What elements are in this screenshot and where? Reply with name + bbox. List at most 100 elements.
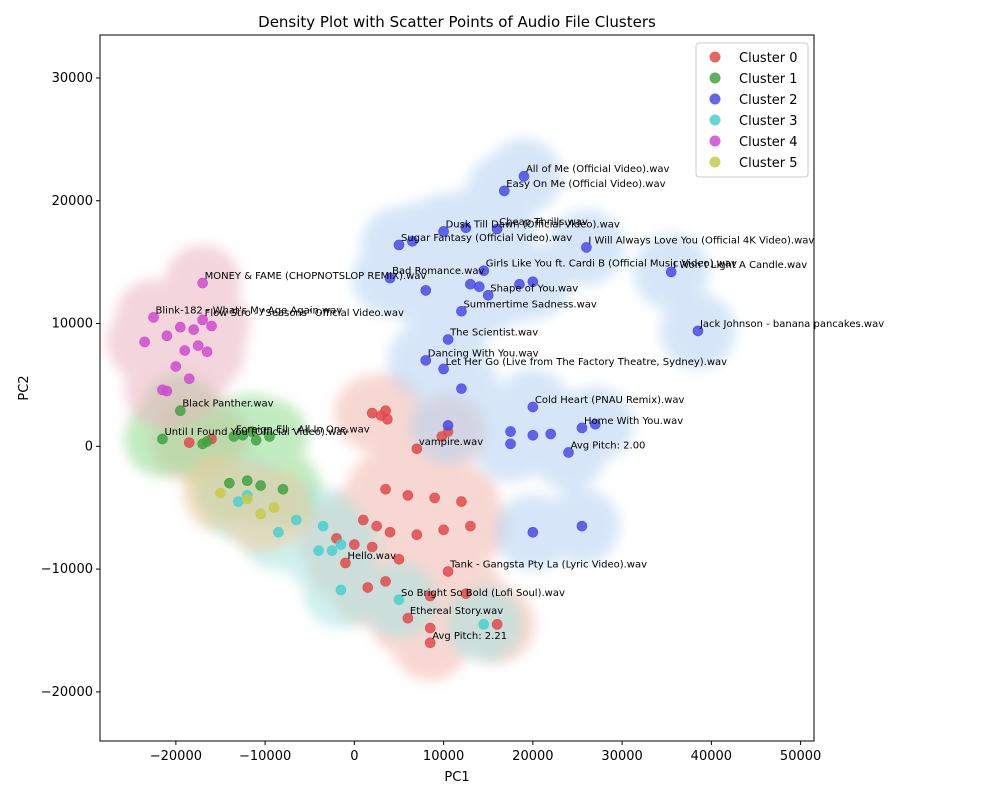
cluster-4-point: [161, 330, 173, 342]
point-label: Ethereal Story.wav: [410, 606, 503, 617]
cluster-1-point: [246, 426, 258, 437]
point-labels: Hello.wav Tank - Gangsta Pty La (Lyric Vi…: [156, 164, 885, 642]
cluster-2-point: [482, 289, 494, 301]
cluster-2-point: [514, 278, 525, 290]
cluster-4-point: [188, 324, 200, 335]
point-label: Cheap Thrills.wav: [499, 217, 588, 228]
cluster-1-point: [250, 434, 262, 446]
cluster-0-point: [382, 414, 393, 425]
cluster-4-point: [192, 340, 204, 351]
cluster-5-point: [268, 502, 280, 514]
cluster-0-point: [411, 529, 423, 541]
chart-title: Density Plot with Scatter Points of Audi…: [258, 13, 656, 31]
x-tick-label: −10000: [239, 749, 291, 764]
cluster-2-point: [478, 265, 490, 277]
cluster-0-point: [380, 576, 391, 587]
legend-label: Cluster 2: [739, 93, 798, 108]
x-tick-label: 40000: [691, 749, 732, 764]
point-label: I Won't Light A Candle.wav: [673, 260, 807, 271]
cluster-1-point: [277, 483, 289, 495]
cluster-0-point: [402, 490, 414, 501]
cluster-1-point: [237, 429, 249, 441]
cluster-0-point: [491, 619, 503, 630]
cluster-0-point: [436, 431, 448, 442]
cluster-0-point: [424, 590, 436, 602]
point-label: Foreign Ell - All In One.wav: [236, 424, 370, 435]
cluster-3-point: [291, 514, 302, 526]
cluster-4-point: [161, 385, 173, 397]
x-tick-label: 20000: [512, 749, 553, 764]
point-label: All of Me (Official Video).wav: [526, 164, 670, 175]
point-label: Black Panther.wav: [182, 399, 273, 410]
cluster-2-point: [576, 422, 588, 434]
cluster-0-point: [438, 524, 449, 536]
x-tick-label: 10000: [423, 749, 464, 764]
point-label: Until I Found You (Official Video).wav: [164, 427, 348, 438]
cluster-0-point: [442, 566, 454, 577]
cluster-0-point: [183, 437, 195, 448]
cluster-0-point: [340, 557, 351, 569]
cluster-2-point: [527, 526, 539, 538]
cluster-0-point: [429, 492, 440, 504]
legend-box: [695, 42, 809, 178]
point-label: I Will Always Love You (Official 4K Vide…: [588, 235, 814, 246]
cluster-1-point: [264, 431, 275, 442]
point-label: Cold Heart (PNAU Remix).wav: [535, 395, 685, 406]
point-label: Dusk Till Dawn (Official Video).wav: [446, 219, 620, 230]
point-label: Hello.wav: [347, 551, 396, 562]
x-tick-label: 30000: [601, 749, 642, 764]
cluster-3-point: [273, 526, 284, 538]
cluster-1-point: [201, 436, 213, 447]
cluster-0-point: [424, 637, 436, 649]
cluster-1-point: [224, 477, 235, 489]
point-label: So Bright So Bold (Lofi Soul).wav: [401, 588, 565, 599]
point-label: Shape of You.wav: [490, 283, 578, 294]
cluster-2-point: [474, 281, 485, 293]
point-label: Dancing With You.wav: [428, 348, 539, 359]
legend-label: Cluster 0: [739, 51, 798, 66]
point-label: vampire.wav: [419, 437, 483, 448]
cluster-2-point: [393, 239, 405, 251]
y-tick-label: 0: [85, 439, 93, 454]
cluster-0-point: [411, 443, 423, 455]
y-tick-label: 10000: [52, 317, 93, 332]
cluster-0-point: [460, 588, 472, 599]
legend-label: Cluster 4: [739, 135, 798, 150]
cluster-3-point: [393, 594, 405, 606]
cluster-2-point: [420, 285, 432, 296]
point-label: Bad Romance.wav: [392, 266, 484, 277]
x-tick-label: 0: [350, 749, 358, 764]
cluster-2-point: [456, 383, 467, 394]
cluster-2-point: [456, 305, 467, 317]
x-tick-label: 50000: [780, 749, 821, 764]
cluster-0-point: [384, 526, 396, 538]
cluster-2-point: [442, 334, 454, 345]
plot-frame: [99, 34, 815, 742]
point-label: The Scientist.wav: [449, 328, 538, 339]
scatter-points: [139, 170, 704, 649]
legend-marker: [709, 156, 721, 168]
cluster-2-point: [505, 426, 516, 437]
cluster-2-point: [465, 278, 476, 290]
cluster-2-point: [576, 520, 588, 532]
cluster-1-point: [175, 405, 186, 417]
cluster-2-point: [527, 429, 539, 441]
cluster-0-point: [424, 622, 436, 634]
y-tick-label: −10000: [41, 562, 93, 577]
cluster-0-point: [402, 612, 414, 624]
legend-label: Cluster 1: [739, 72, 798, 87]
x-tick-label: −20000: [150, 749, 202, 764]
point-label: Tank - Gangsta Pty La (Lyric Video).wav: [449, 560, 647, 571]
point-label: Avg Pitch: 2.21: [432, 631, 507, 642]
legend-marker: [709, 72, 721, 84]
cluster-0-point: [380, 483, 391, 495]
cluster-1-point: [255, 480, 266, 491]
cluster-2-point: [438, 226, 449, 237]
cluster-4-point: [148, 312, 159, 323]
cluster-0-point: [380, 405, 391, 417]
legend-label: Cluster 5: [739, 156, 798, 171]
legend-marker: [709, 135, 721, 147]
y-tick-label: −20000: [41, 685, 93, 700]
cluster-4-point: [179, 345, 191, 356]
